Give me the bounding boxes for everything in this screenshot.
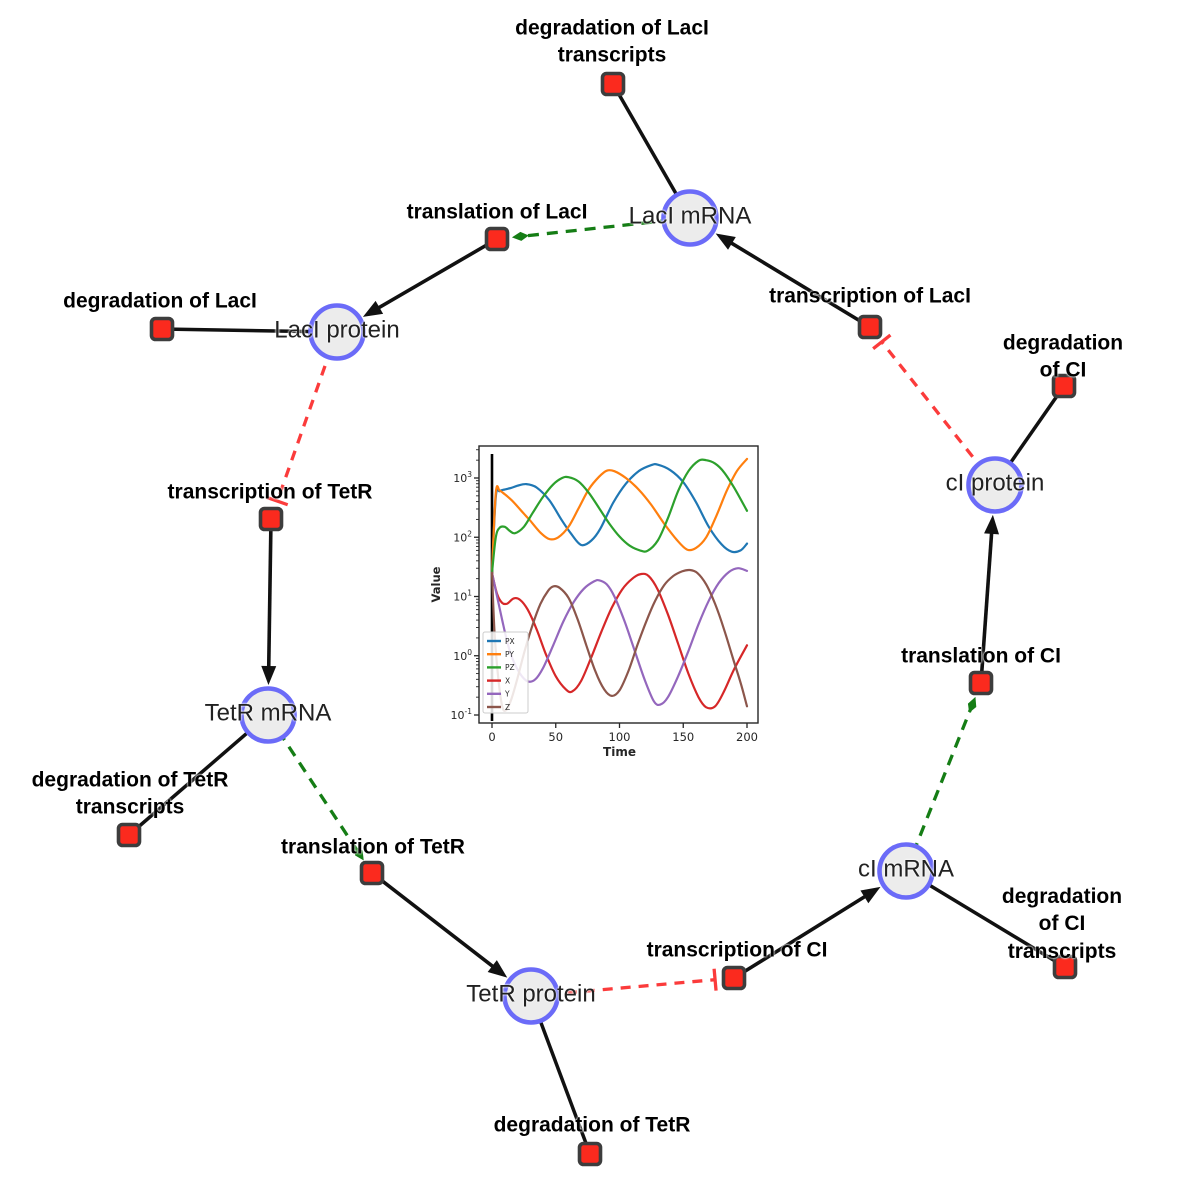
edge-lacI_protein-txn_tetR [266, 331, 339, 507]
y-axis-label: Value [429, 566, 443, 602]
svg-text:100: 100 [609, 730, 631, 744]
reaction-node-deg_cI_transcripts[interactable] [1052, 954, 1078, 980]
edge-transl_tetR-tetR_protein [370, 871, 508, 978]
species-node-lacI_mRNA[interactable] [661, 189, 719, 247]
legend-label-Z: Z [505, 703, 510, 712]
svg-text:102: 102 [453, 529, 472, 544]
edge-tetR_mRNA-deg_tetR_transcripts [127, 713, 270, 837]
edge-tetR_protein-txn_cI [530, 968, 718, 998]
reaction-node-transl_tetR[interactable] [359, 860, 385, 886]
svg-text:101: 101 [453, 589, 472, 604]
edge-cI_mRNA-deg_cI_transcripts [905, 869, 1066, 969]
inset-chart: 103 102 101 100 10-1 Value 0 50 100 150 200 Time PX P… [428, 430, 773, 770]
legend-label-PZ: PZ [505, 663, 515, 672]
legend-label-PX: PX [505, 637, 515, 646]
reaction-node-deg_lacI[interactable] [149, 316, 175, 342]
svg-text:10-1: 10-1 [451, 707, 473, 722]
edge-transl_lacI-lacI_protein [362, 237, 498, 317]
svg-text:103: 103 [453, 470, 472, 485]
y-axis: 103 102 101 100 10-1 [451, 449, 479, 722]
edge-lacI_protein-deg_lacI [161, 327, 338, 334]
svg-text:50: 50 [548, 730, 563, 744]
species-node-lacI_protein[interactable] [308, 303, 366, 361]
edge-cI_mRNA-transl_cI [904, 696, 977, 872]
chart-curve-PX [490, 463, 749, 575]
chart-curve-PZ [490, 458, 749, 575]
chart-curve-X [490, 571, 749, 710]
svg-text:100: 100 [453, 648, 472, 663]
chart-curve-PY [490, 457, 749, 575]
reaction-node-deg_lacI_transcripts[interactable] [600, 71, 626, 97]
reaction-node-txn_cI[interactable] [721, 965, 747, 991]
reaction-node-transl_cI[interactable] [968, 670, 994, 696]
reaction-node-transl_lacI[interactable] [484, 226, 510, 252]
reaction-node-deg_tetR[interactable] [577, 1141, 603, 1167]
species-node-tetR_mRNA[interactable] [239, 686, 297, 744]
legend-label-PY: PY [505, 650, 514, 659]
x-axis-label: Time [603, 745, 636, 759]
species-node-cI_protein[interactable] [966, 456, 1024, 514]
chart-legend: PX PY PZ XYZ [482, 631, 529, 714]
edge-cI_protein-txn_lacI [872, 333, 997, 487]
species-node-tetR_protein[interactable] [502, 967, 560, 1025]
edge-txn_lacI-lacI_mRNA [715, 233, 871, 329]
legend-label-X: X [505, 676, 510, 685]
edge-txn_tetR-tetR_mRNA [261, 518, 277, 686]
svg-text:0: 0 [488, 730, 495, 744]
svg-text:200: 200 [736, 730, 758, 744]
edge-txn_cI-cI_mRNA [733, 886, 881, 980]
reaction-node-txn_tetR[interactable] [258, 506, 284, 532]
svg-text:150: 150 [672, 730, 694, 744]
reaction-node-deg_tetR_transcripts[interactable] [116, 822, 142, 848]
x-axis: 0 50 100 150 200 [488, 723, 758, 744]
legend-label-Y: Y [504, 690, 510, 699]
species-node-cI_mRNA[interactable] [877, 842, 935, 900]
reaction-node-txn_lacI[interactable] [857, 314, 883, 340]
reaction-node-deg_cI[interactable] [1051, 373, 1077, 399]
edge-transl_cI-cI_protein [979, 514, 1000, 684]
